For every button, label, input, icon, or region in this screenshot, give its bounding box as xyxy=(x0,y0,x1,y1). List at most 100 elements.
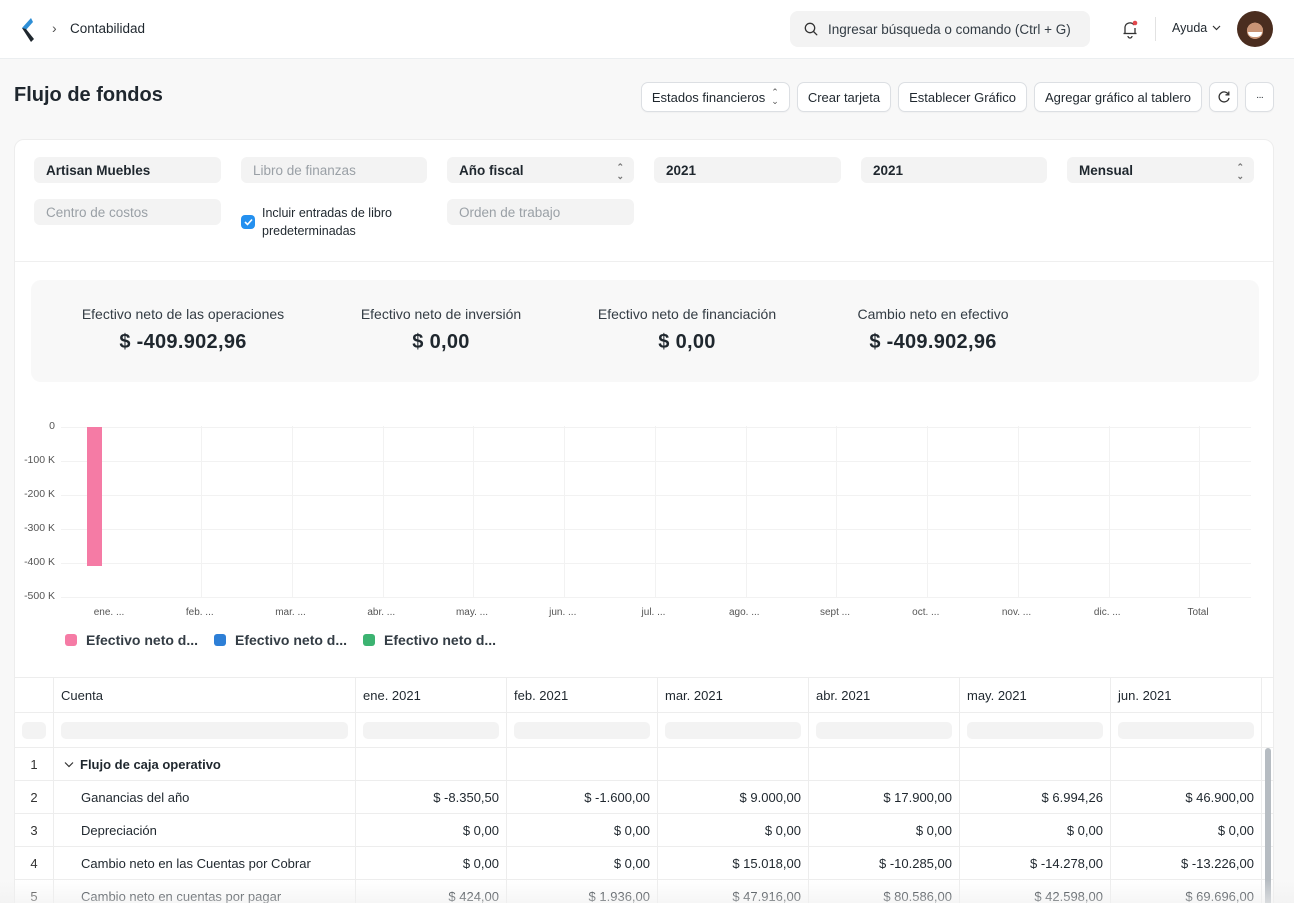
amount-cell[interactable]: $ 9.000,00 xyxy=(658,781,809,813)
period-type-select[interactable]: Año fiscal ⌃ ⌄ xyxy=(447,157,634,183)
amount-cell[interactable]: $ 0,00 xyxy=(809,814,960,846)
app-logo-icon[interactable] xyxy=(19,17,35,43)
table-row[interactable]: 5 Cambio neto en cuentas por pagar $ 424,0… xyxy=(15,880,1273,903)
column-header[interactable]: feb. 2021 xyxy=(507,678,658,712)
amount-cell[interactable]: $ 0,00 xyxy=(507,814,658,846)
amount-cell[interactable]: $ 69.696,00 xyxy=(1111,880,1262,903)
amount-cell[interactable]: $ -14.278,00 xyxy=(960,847,1111,879)
amount-cell[interactable] xyxy=(507,748,658,780)
column-filter-input[interactable] xyxy=(658,713,809,747)
column-filter-input[interactable] xyxy=(356,713,507,747)
cost-center-field[interactable]: Centro de costos xyxy=(34,199,221,225)
summary-label: Efectivo neto de inversión xyxy=(360,306,522,322)
from-fiscal-year-field[interactable]: 2021 xyxy=(654,157,841,183)
include-default-entries[interactable]: Incluir entradas de libro predeterminada… xyxy=(241,204,422,240)
amount-cell[interactable]: $ -8.350,50 xyxy=(356,781,507,813)
amount-cell[interactable]: $ 0,00 xyxy=(1111,814,1262,846)
user-avatar[interactable] xyxy=(1237,11,1273,47)
more-options-button[interactable]: ··· xyxy=(1245,82,1274,112)
collapse-chevron-icon[interactable] xyxy=(64,761,74,768)
filter-pill[interactable] xyxy=(514,721,650,739)
chart-gridline xyxy=(654,426,656,598)
amount-cell[interactable]: $ 424,00 xyxy=(356,880,507,903)
help-label: Ayuda xyxy=(1172,21,1208,35)
filter-pill[interactable] xyxy=(816,721,952,739)
table-row[interactable]: 2 Ganancias del año $ -8.350,50 $ -1.600,00… xyxy=(15,781,1273,814)
help-dropdown[interactable]: Ayuda xyxy=(1172,21,1221,35)
periodicity-value: Mensual xyxy=(1079,162,1134,178)
column-header[interactable]: Cuenta xyxy=(54,678,356,712)
amount-cell[interactable]: $ -13.226,00 xyxy=(1111,847,1262,879)
amount-cell[interactable]: $ 1.936,00 xyxy=(507,880,658,903)
amount-cell[interactable] xyxy=(658,748,809,780)
amount-cell[interactable] xyxy=(809,748,960,780)
periodicity-select[interactable]: Mensual ⌃ ⌄ xyxy=(1067,157,1254,183)
column-header[interactable]: jun. 2021 xyxy=(1111,678,1262,712)
column-header[interactable]: ene. 2021 xyxy=(356,678,507,712)
filter-pill[interactable] xyxy=(363,721,499,739)
filter-pill[interactable] xyxy=(61,721,348,739)
account-cell[interactable]: Cambio neto en las Cuentas por Cobrar xyxy=(54,847,356,879)
column-header[interactable]: may. 2021 xyxy=(960,678,1111,712)
include-default-entries-checkbox[interactable] xyxy=(241,215,255,229)
account-cell[interactable]: Cambio neto en cuentas por pagar xyxy=(54,880,356,903)
column-header[interactable]: abr. 2021 xyxy=(809,678,960,712)
account-cell[interactable]: Ganancias del año xyxy=(54,781,356,813)
search-input[interactable]: Ingresar búsqueda o comando (Ctrl + G) xyxy=(790,11,1090,47)
set-chart-button[interactable]: Establecer Gráfico xyxy=(898,82,1028,112)
account-cell[interactable]: Flujo de caja operativo xyxy=(54,748,356,780)
amount-cell[interactable]: $ 6.994,26 xyxy=(960,781,1111,813)
amount-cell[interactable]: $ 80.586,00 xyxy=(809,880,960,903)
column-filter-input[interactable] xyxy=(960,713,1111,747)
financial-statements-select[interactable]: Estados financieros ⌃ ⌄ xyxy=(640,82,790,112)
work-order-field[interactable]: Orden de trabajo xyxy=(447,199,634,225)
column-filter-input[interactable] xyxy=(507,713,658,747)
add-to-dashboard-button[interactable]: Agregar gráfico al tablero xyxy=(1034,82,1202,112)
amount-cell[interactable] xyxy=(960,748,1111,780)
to-fiscal-year-field[interactable]: 2021 xyxy=(861,157,1047,183)
amount-cell[interactable]: $ -1.600,00 xyxy=(507,781,658,813)
filter-pill[interactable] xyxy=(967,721,1103,739)
amount-cell[interactable]: $ 0,00 xyxy=(356,847,507,879)
legend-item[interactable]: Efectivo neto d... xyxy=(214,632,347,648)
filter-pill[interactable] xyxy=(665,721,801,739)
table-row[interactable]: 1 Flujo de caja operativo xyxy=(15,748,1273,781)
chart-bar[interactable] xyxy=(87,427,102,567)
legend-item[interactable]: Efectivo neto d... xyxy=(363,632,496,648)
summary-value: $ 0,00 xyxy=(412,331,470,353)
filter-pill[interactable] xyxy=(1118,721,1254,739)
amount-cell[interactable]: $ 15.018,00 xyxy=(658,847,809,879)
column-filter-input[interactable] xyxy=(1111,713,1262,747)
column-filter-input[interactable] xyxy=(54,713,356,747)
amount-cell[interactable]: $ 46.900,00 xyxy=(1111,781,1262,813)
amount-cell[interactable]: $ 47.916,00 xyxy=(658,880,809,903)
amount-cell[interactable]: $ 42.598,00 xyxy=(960,880,1111,903)
notification-bell-icon[interactable] xyxy=(1121,19,1139,39)
amount-cell[interactable]: $ 0,00 xyxy=(507,847,658,879)
legend-item[interactable]: Efectivo neto d... xyxy=(65,632,198,648)
table-row[interactable]: 3 Depreciación $ 0,00 $ 0,00 $ 0,00 $ 0,00 $ 0… xyxy=(15,814,1273,847)
amount-cell[interactable]: $ 0,00 xyxy=(658,814,809,846)
amount-cell[interactable]: $ 0,00 xyxy=(960,814,1111,846)
filter-pill[interactable] xyxy=(22,721,46,739)
amount-cell[interactable] xyxy=(356,748,507,780)
breadcrumb-accounting[interactable]: Contabilidad xyxy=(70,21,146,36)
company-field[interactable]: Artisan Muebles xyxy=(34,157,221,183)
amount-cell[interactable]: $ 0,00 xyxy=(356,814,507,846)
table-row[interactable]: 4 Cambio neto en las Cuentas por Cobrar $ … xyxy=(15,847,1273,880)
filters-panel: Artisan Muebles Libro de finanzas Año fi… xyxy=(15,140,1273,262)
finance-book-field[interactable]: Libro de finanzas xyxy=(241,157,427,183)
chart-gridline xyxy=(61,427,1251,428)
amount-cell[interactable] xyxy=(1111,748,1262,780)
table-scrollbar[interactable] xyxy=(1265,748,1271,903)
amount-cell[interactable]: $ -10.285,00 xyxy=(809,847,960,879)
chart-gridline xyxy=(1199,426,1201,598)
refresh-button[interactable] xyxy=(1209,82,1238,112)
column-header[interactable]: mar. 2021 xyxy=(658,678,809,712)
create-card-button[interactable]: Crear tarjeta xyxy=(796,82,892,112)
chart-gridline xyxy=(61,529,1251,530)
column-filter-input[interactable] xyxy=(15,713,54,747)
amount-cell[interactable]: $ 17.900,00 xyxy=(809,781,960,813)
account-cell[interactable]: Depreciación xyxy=(54,814,356,846)
column-filter-input[interactable] xyxy=(809,713,960,747)
